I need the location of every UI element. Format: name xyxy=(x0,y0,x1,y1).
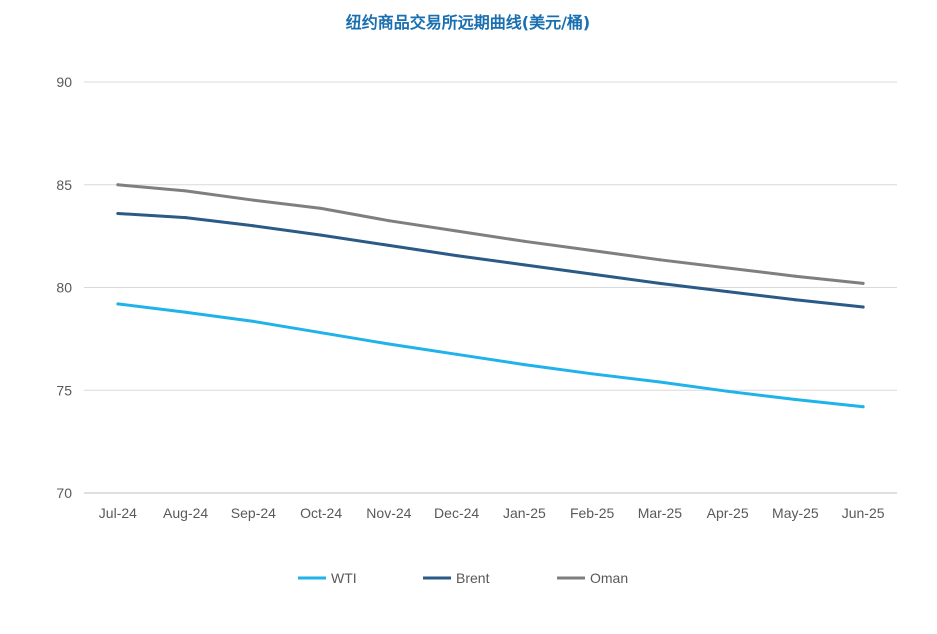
x-tick-label: May-25 xyxy=(772,505,819,521)
data-point-brent xyxy=(658,281,662,285)
data-point-brent xyxy=(590,272,594,276)
data-point-oman xyxy=(861,281,865,285)
y-axis-ticks: 70 75 80 85 90 xyxy=(56,74,72,501)
data-point-brent xyxy=(522,263,526,267)
legend-label-wti: WTI xyxy=(331,570,357,586)
data-point-wti xyxy=(251,319,255,323)
x-tick-label: Jan-25 xyxy=(503,505,546,521)
data-point-wti xyxy=(319,331,323,335)
x-tick-label: Sep-24 xyxy=(231,505,276,521)
data-point-wti xyxy=(387,342,391,346)
y-tick-label: 85 xyxy=(56,177,72,193)
series-line-brent xyxy=(116,212,865,309)
data-point-wti xyxy=(184,310,188,314)
data-point-brent xyxy=(726,290,730,294)
data-point-oman xyxy=(793,274,797,278)
data-point-oman xyxy=(658,258,662,262)
x-axis-ticks: Jul-24 Aug-24 Sep-24 Oct-24 Nov-24 Dec-24 Jan-… xyxy=(99,505,885,521)
data-point-oman xyxy=(184,189,188,193)
data-point-brent xyxy=(184,216,188,220)
x-tick-label: Nov-24 xyxy=(366,505,411,521)
x-tick-label: Oct-24 xyxy=(300,505,342,521)
data-point-oman xyxy=(522,239,526,243)
x-tick-label: Apr-25 xyxy=(707,505,749,521)
data-point-oman xyxy=(590,249,594,253)
data-point-oman xyxy=(319,206,323,210)
x-tick-label: Feb-25 xyxy=(570,505,615,521)
x-tick-label: Aug-24 xyxy=(163,505,208,521)
legend: WTI Brent Oman xyxy=(298,570,628,586)
x-tick-label: Mar-25 xyxy=(638,505,683,521)
data-point-oman xyxy=(251,198,255,202)
data-point-wti xyxy=(116,302,120,306)
data-point-wti xyxy=(658,380,662,384)
data-point-brent xyxy=(116,212,120,216)
data-point-brent xyxy=(319,233,323,237)
legend-label-brent: Brent xyxy=(456,570,490,586)
series-line-wti xyxy=(116,302,865,409)
data-point-wti xyxy=(726,389,730,393)
legend-label-oman: Oman xyxy=(590,570,628,586)
data-point-brent xyxy=(861,305,865,309)
data-point-wti xyxy=(590,372,594,376)
data-point-wti xyxy=(861,405,865,409)
series-lines xyxy=(116,183,865,409)
data-point-wti xyxy=(455,352,459,356)
data-point-brent xyxy=(455,254,459,258)
y-tick-label: 75 xyxy=(56,382,72,398)
data-point-oman xyxy=(116,183,120,187)
x-tick-label: Dec-24 xyxy=(434,505,479,521)
data-point-brent xyxy=(251,224,255,228)
series-line-oman xyxy=(116,183,865,285)
y-tick-label: 90 xyxy=(56,74,72,90)
chart-title: 纽约商品交易所远期曲线(美元/桶) xyxy=(346,13,590,32)
x-tick-label: Jul-24 xyxy=(99,505,137,521)
data-point-wti xyxy=(522,363,526,367)
gridlines xyxy=(84,81,897,494)
x-tick-label: Jun-25 xyxy=(842,505,885,521)
data-point-oman xyxy=(726,266,730,270)
data-point-wti xyxy=(793,397,797,401)
data-point-oman xyxy=(455,229,459,233)
data-point-brent xyxy=(793,298,797,302)
y-tick-label: 80 xyxy=(56,280,72,296)
data-point-brent xyxy=(387,243,391,247)
data-point-oman xyxy=(387,219,391,223)
y-tick-label: 70 xyxy=(56,485,72,501)
